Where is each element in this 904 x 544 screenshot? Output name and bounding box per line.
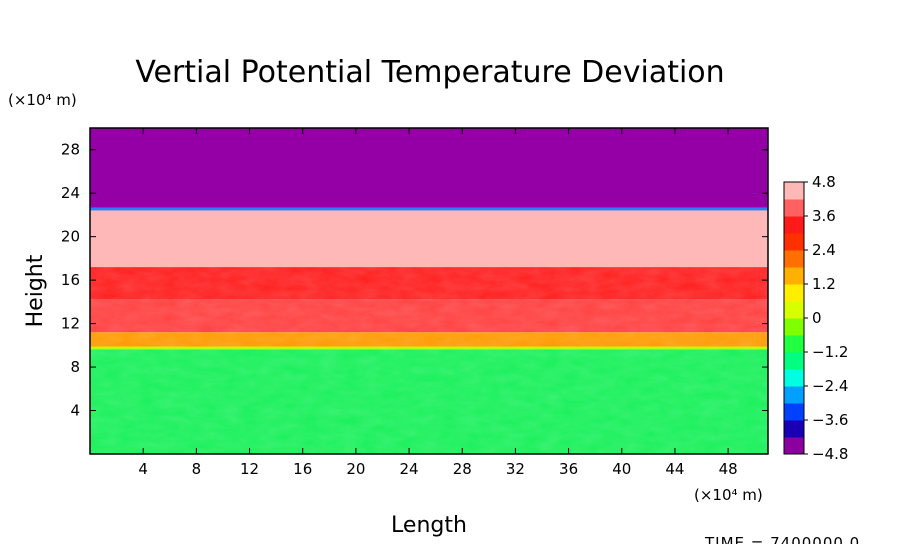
x-tick-label: 36	[559, 460, 578, 478]
x-tick-label: 8	[192, 460, 202, 478]
colorbar-cell	[784, 352, 804, 370]
colorbar-cell	[784, 284, 804, 302]
colorbar-cell	[784, 369, 804, 387]
colorbar-cell	[784, 199, 804, 217]
colorbar-label: 4.8	[812, 173, 836, 191]
y-axis-label: Height	[23, 254, 48, 327]
layer-top	[90, 128, 768, 209]
colorbar-label: 2.4	[812, 241, 836, 259]
colorbar: 4.8 3.6 2.4 1.2 0 −1.2 −2.4 −3.6 −4.8	[783, 173, 848, 463]
colorbar-label: 0	[812, 309, 822, 327]
x-tick-label: 16	[293, 460, 312, 478]
x-tick-label: 4	[138, 460, 148, 478]
colorbar-cell	[784, 437, 804, 455]
y-tick-label: 12	[61, 315, 80, 333]
colorbar-cell	[784, 233, 804, 251]
layer-upper	[90, 208, 768, 268]
x-ticks: 4 8 12 16 20 24 28 32 36 40 44 48	[138, 128, 738, 478]
y-tick-label: 28	[61, 141, 80, 159]
colorbar-cell	[784, 335, 804, 353]
x-tick-label: 28	[453, 460, 472, 478]
colorbar-cell	[784, 420, 804, 438]
lower-interface-line	[90, 346, 768, 350]
chart-title: Vertial Potential Temperature Deviation	[135, 55, 724, 90]
colorbar-cell	[784, 250, 804, 268]
x-tick-label: 20	[346, 460, 365, 478]
time-label: TIME = 7400000.0	[704, 534, 860, 544]
colorbar-cell	[784, 301, 804, 319]
colorbar-label: −2.4	[812, 377, 848, 395]
x-tick-label: 32	[506, 460, 525, 478]
y-tick-label: 4	[70, 402, 80, 420]
y-tick-label: 8	[70, 358, 80, 376]
top-interface-line	[90, 207, 768, 211]
colorbar-label: −4.8	[812, 445, 848, 463]
x-tick-label: 48	[719, 460, 738, 478]
colorbar-label: −1.2	[812, 343, 848, 361]
x-tick-label: 12	[240, 460, 259, 478]
x-unit-label: (×10⁴ m)	[694, 486, 763, 504]
colorbar-cell	[784, 216, 804, 234]
heatmap-layers	[90, 128, 768, 454]
y-tick-label: 16	[61, 271, 80, 289]
y-unit-label: (×10⁴ m)	[8, 91, 77, 109]
x-tick-label: 44	[665, 460, 684, 478]
colorbar-label: 3.6	[812, 207, 836, 225]
y-ticks: 4 8 12 16 20 24 28	[61, 141, 768, 420]
colorbar-label: 1.2	[812, 275, 836, 293]
colorbar-cell	[784, 318, 804, 336]
colorbar-labels: 4.8 3.6 2.4 1.2 0 −1.2 −2.4 −3.6 −4.8	[804, 173, 848, 463]
y-tick-label: 24	[61, 184, 80, 202]
x-tick-label: 24	[400, 460, 419, 478]
turbulence-texture	[90, 267, 768, 454]
plot-frame	[89, 127, 769, 455]
x-tick-label: 40	[612, 460, 631, 478]
colorbar-cell	[784, 403, 804, 421]
colorbar-cell	[784, 182, 804, 200]
x-axis-label: Length	[391, 513, 467, 538]
colorbar-cell	[784, 386, 804, 404]
colorbar-cells	[784, 182, 804, 455]
colorbar-label: −3.6	[812, 411, 848, 429]
y-tick-label: 20	[61, 228, 80, 246]
colorbar-cell	[784, 267, 804, 285]
